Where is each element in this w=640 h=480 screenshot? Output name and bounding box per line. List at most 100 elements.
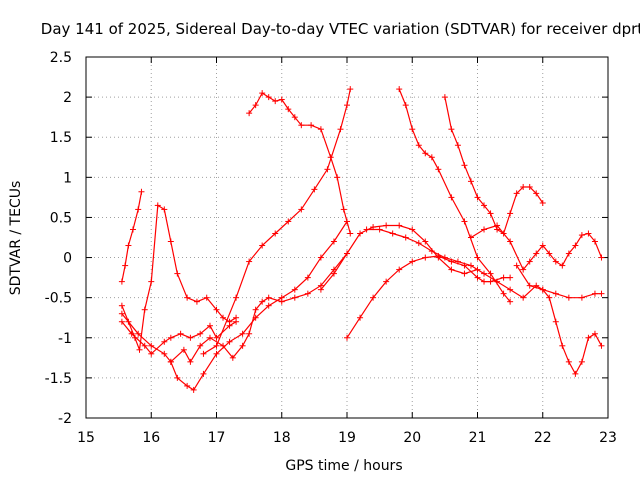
data-point	[213, 334, 220, 341]
data-point	[298, 122, 305, 129]
data-point	[559, 262, 566, 269]
data-point	[344, 102, 350, 109]
data-point	[383, 222, 390, 229]
data-point	[481, 278, 488, 285]
data-point	[265, 302, 272, 309]
data-point	[565, 358, 572, 365]
series-line	[121, 191, 143, 282]
data-point	[520, 294, 527, 301]
x-tick-label: 18	[273, 430, 291, 446]
data-point	[448, 194, 455, 201]
data-point	[572, 370, 579, 377]
series-sat-f	[200, 86, 354, 357]
data-point	[161, 206, 168, 213]
data-point	[285, 106, 292, 113]
data-point	[252, 306, 259, 313]
data-point	[507, 210, 514, 217]
data-point	[467, 178, 474, 185]
data-point	[494, 222, 501, 229]
data-point	[184, 382, 191, 389]
data-point	[559, 342, 566, 349]
y-tick-label: 0.5	[50, 210, 72, 226]
data-point	[578, 232, 585, 239]
data-point	[135, 330, 142, 337]
series-layer	[118, 86, 605, 393]
data-point	[129, 226, 136, 233]
data-point	[213, 342, 220, 349]
data-point	[422, 238, 429, 245]
data-point	[572, 242, 579, 249]
series-line	[516, 265, 603, 376]
data-point	[415, 240, 422, 247]
data-point	[190, 386, 197, 393]
data-point	[141, 306, 148, 313]
data-point	[148, 342, 155, 349]
data-point	[481, 226, 488, 233]
data-point	[409, 226, 416, 233]
data-point	[226, 338, 233, 345]
data-point	[141, 342, 148, 349]
data-point	[539, 286, 546, 293]
plot-frame	[85, 56, 609, 419]
data-point	[357, 230, 364, 237]
data-point	[461, 218, 468, 225]
data-point	[526, 258, 533, 265]
data-point	[226, 322, 233, 329]
data-point	[500, 290, 507, 297]
data-point	[448, 126, 455, 133]
data-point	[552, 258, 559, 265]
data-point	[467, 234, 474, 241]
data-point	[409, 126, 416, 133]
data-point	[184, 294, 191, 301]
y-tick-label: -2	[58, 411, 72, 427]
data-point	[180, 346, 187, 353]
series-line	[203, 88, 351, 355]
data-point	[454, 142, 461, 149]
y-axis-label: SDTVAR / TECUs	[8, 181, 24, 296]
data-point	[167, 334, 174, 341]
data-point	[128, 330, 135, 337]
data-point	[507, 274, 514, 281]
data-point	[507, 298, 514, 305]
data-point	[422, 150, 429, 157]
data-point	[533, 250, 540, 257]
data-point	[136, 346, 143, 353]
data-point	[441, 94, 448, 101]
data-point	[578, 358, 585, 365]
data-point	[125, 242, 132, 249]
data-point	[337, 126, 344, 133]
data-point	[135, 206, 142, 213]
data-point	[206, 334, 213, 341]
data-point	[422, 254, 429, 261]
data-point	[330, 270, 337, 277]
series-sat-n	[513, 262, 605, 377]
data-point	[174, 374, 181, 381]
data-point	[481, 270, 488, 277]
data-point	[428, 154, 435, 161]
y-tick-label: 0	[63, 251, 72, 267]
data-point	[344, 250, 350, 257]
data-point	[154, 202, 161, 209]
data-point	[220, 314, 227, 321]
data-point	[347, 230, 354, 237]
data-point	[203, 294, 210, 301]
data-point	[197, 330, 204, 337]
data-point	[507, 238, 514, 245]
data-point	[317, 126, 324, 133]
data-point	[118, 278, 125, 285]
data-point	[533, 190, 540, 197]
data-point	[513, 190, 520, 197]
data-point	[591, 290, 598, 297]
data-point	[246, 110, 253, 117]
data-point	[409, 258, 416, 265]
data-point	[304, 290, 311, 297]
data-point	[402, 102, 409, 109]
data-point	[324, 166, 331, 173]
series-sat-l	[441, 94, 546, 237]
data-point	[474, 274, 481, 281]
data-point	[363, 226, 370, 233]
series-line	[444, 96, 544, 235]
data-point	[591, 330, 598, 337]
data-point	[520, 183, 527, 190]
